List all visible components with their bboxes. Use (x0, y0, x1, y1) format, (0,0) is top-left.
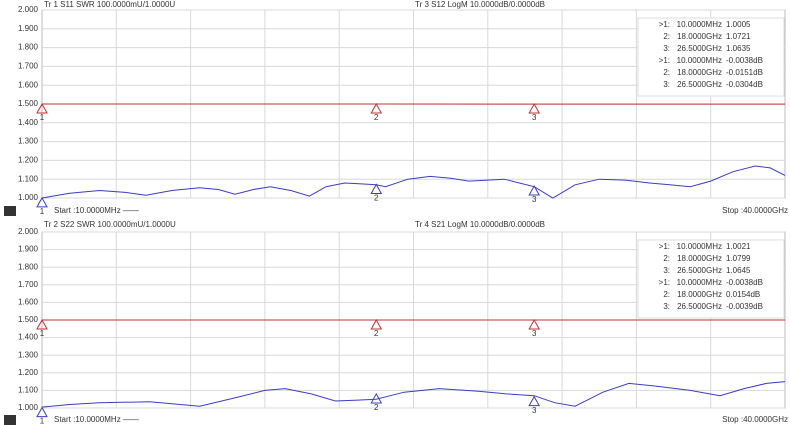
marker (370, 102, 383, 114)
marker-value: 1.0645 (726, 266, 751, 275)
marker-freq: 26.5000GHz (677, 266, 722, 275)
marker-value: 1.0721 (726, 32, 751, 41)
marker-row-label: 3: (663, 44, 670, 53)
marker-value: 1.0005 (726, 20, 751, 29)
start-label: Start :10.0000MHz —— (54, 415, 139, 424)
marker-row-label: 2: (663, 290, 670, 299)
y-tick-label: 1.500 (18, 315, 39, 324)
marker-value: 1.0021 (726, 242, 751, 251)
y-tick-label: 1.900 (18, 245, 39, 254)
marker-id: 1 (40, 207, 45, 216)
marker (36, 318, 48, 330)
marker-row-label: 2: (663, 254, 670, 263)
y-tick-label: 1.600 (18, 298, 39, 307)
marker-table (637, 239, 785, 319)
marker-freq: 26.5000GHz (677, 80, 722, 89)
marker-id: 1 (40, 417, 45, 425)
marker-row-label: 2: (663, 68, 670, 77)
panel-badge (4, 206, 16, 216)
marker-value: -0.0038dB (726, 56, 763, 65)
marker-id: 1 (40, 113, 45, 122)
marker-freq: 18.0000GHz (677, 68, 722, 77)
marker-id: 3 (532, 329, 537, 338)
marker-row-label: >1: (659, 242, 670, 251)
trace (41, 381, 786, 408)
y-tick-label: 2.000 (18, 5, 39, 14)
y-tick-label: 1.800 (18, 262, 39, 271)
y-tick-label: 1.100 (18, 386, 39, 395)
y-tick-label: 1.900 (18, 24, 39, 33)
marker-id: 2 (374, 194, 379, 203)
marker-table (637, 17, 785, 97)
marker-id: 2 (374, 329, 379, 338)
marker-row-label: 3: (663, 80, 670, 89)
y-tick-label: 1.400 (18, 118, 39, 127)
y-tick-label: 1.700 (18, 62, 39, 71)
marker-id: 2 (374, 113, 379, 122)
marker-freq: 26.5000GHz (677, 44, 722, 53)
marker-freq: 10.0000MHz (677, 278, 722, 287)
marker-freq: 26.5000GHz (677, 302, 722, 311)
y-tick-label: 1.600 (18, 80, 39, 89)
panel-badge (4, 415, 16, 425)
y-tick-label: 1.300 (18, 350, 39, 359)
trace-title: Tr 4 S21 LogM 10.0000dB/0.0000dB (415, 220, 545, 229)
marker-value: -0.0039dB (726, 302, 763, 311)
start-label: Start :10.0000MHz —— (54, 206, 139, 215)
marker (36, 102, 48, 114)
marker (36, 196, 48, 208)
y-tick-label: 1.200 (18, 368, 39, 377)
trace-title: Tr 2 S22 SWR 100.0000mU/1.0000U (44, 220, 176, 229)
marker-row-label: >1: (659, 56, 670, 65)
marker-value: 0.0154dB (726, 290, 760, 299)
marker-freq: 10.0000MHz (677, 20, 722, 29)
y-tick-label: 1.000 (18, 403, 39, 412)
y-tick-label: 1.200 (18, 156, 39, 165)
trace (41, 165, 786, 199)
marker (528, 103, 541, 114)
y-tick-label: 1.500 (18, 99, 39, 108)
marker-value: -0.0038dB (726, 278, 763, 287)
marker (370, 318, 383, 330)
marker (36, 406, 48, 418)
y-tick-label: 1.400 (18, 333, 39, 342)
y-tick-label: 1.700 (18, 280, 39, 289)
marker-row-label: >1: (659, 278, 670, 287)
stop-label: Stop :40.0000GHz (722, 415, 788, 424)
marker-row-label: 3: (663, 302, 670, 311)
marker-row-label: 3: (663, 266, 670, 275)
marker-value: 1.0799 (726, 254, 751, 263)
y-tick-label: 2.000 (18, 227, 39, 236)
y-tick-label: 1.000 (18, 193, 39, 202)
marker (370, 392, 383, 404)
marker (528, 185, 541, 196)
marker-id: 2 (374, 403, 379, 412)
marker-id: 3 (532, 195, 537, 204)
marker-id: 1 (40, 329, 45, 338)
marker-id: 3 (532, 406, 537, 415)
marker-freq: 18.0000GHz (677, 254, 722, 263)
marker-value: -0.0304dB (726, 80, 763, 89)
trace-title: Tr 1 S11 SWR 100.0000mU/1.0000U (44, 0, 175, 9)
y-tick-label: 1.800 (18, 43, 39, 52)
trace-title: Tr 3 S12 LogM 10.0000dB/0.0000dB (415, 0, 545, 9)
y-tick-label: 1.300 (18, 137, 39, 146)
marker-row-label: >1: (659, 20, 670, 29)
marker (528, 395, 541, 407)
y-tick-label: 1.100 (18, 174, 39, 183)
panel-number: 2 (8, 415, 13, 424)
marker-freq: 18.0000GHz (677, 32, 722, 41)
marker (528, 318, 541, 330)
marker-freq: 10.0000MHz (677, 56, 722, 65)
marker-id: 3 (532, 113, 537, 122)
panel-number: 1 (8, 206, 13, 215)
marker-value: -0.0151dB (726, 68, 763, 77)
marker (370, 183, 383, 194)
marker-value: 1.0635 (726, 44, 751, 53)
marker-freq: 18.0000GHz (677, 290, 722, 299)
marker-freq: 10.0000MHz (677, 242, 722, 251)
stop-label: Stop :40.0000GHz (722, 206, 788, 215)
marker-row-label: 2: (663, 32, 670, 41)
